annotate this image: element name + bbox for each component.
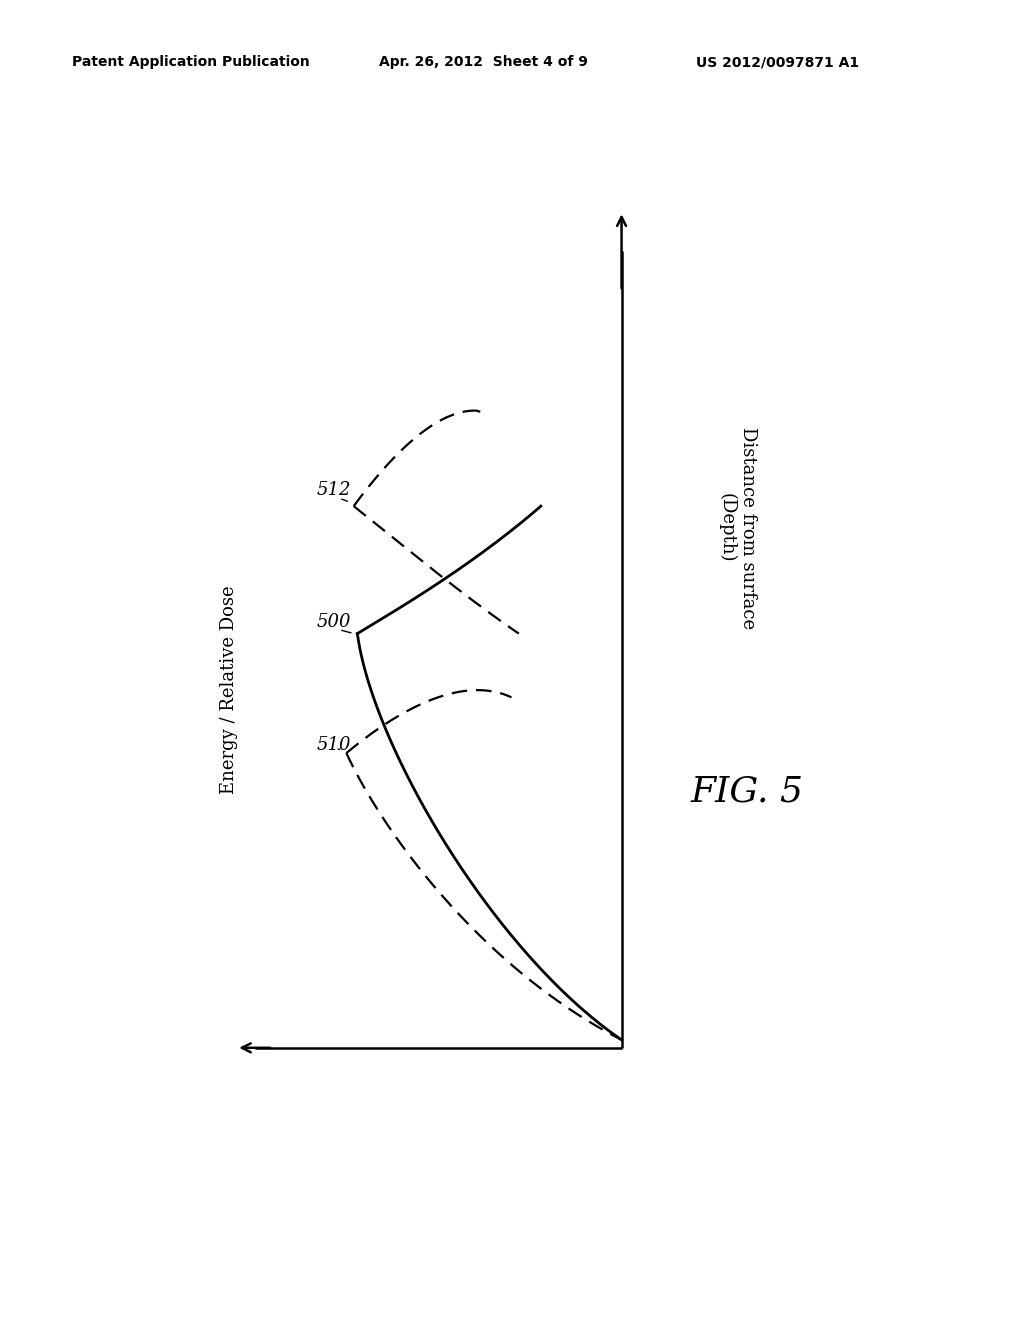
Text: Distance from surface
(Depth): Distance from surface (Depth): [718, 426, 757, 630]
Text: FIG. 5: FIG. 5: [691, 775, 804, 809]
Text: 500: 500: [317, 612, 351, 631]
Text: Energy / Relative Dose: Energy / Relative Dose: [220, 585, 238, 793]
Text: Patent Application Publication: Patent Application Publication: [72, 55, 309, 70]
Text: US 2012/0097871 A1: US 2012/0097871 A1: [696, 55, 859, 70]
Text: 512: 512: [317, 482, 351, 499]
Text: 510: 510: [317, 737, 351, 754]
Text: Apr. 26, 2012  Sheet 4 of 9: Apr. 26, 2012 Sheet 4 of 9: [379, 55, 588, 70]
